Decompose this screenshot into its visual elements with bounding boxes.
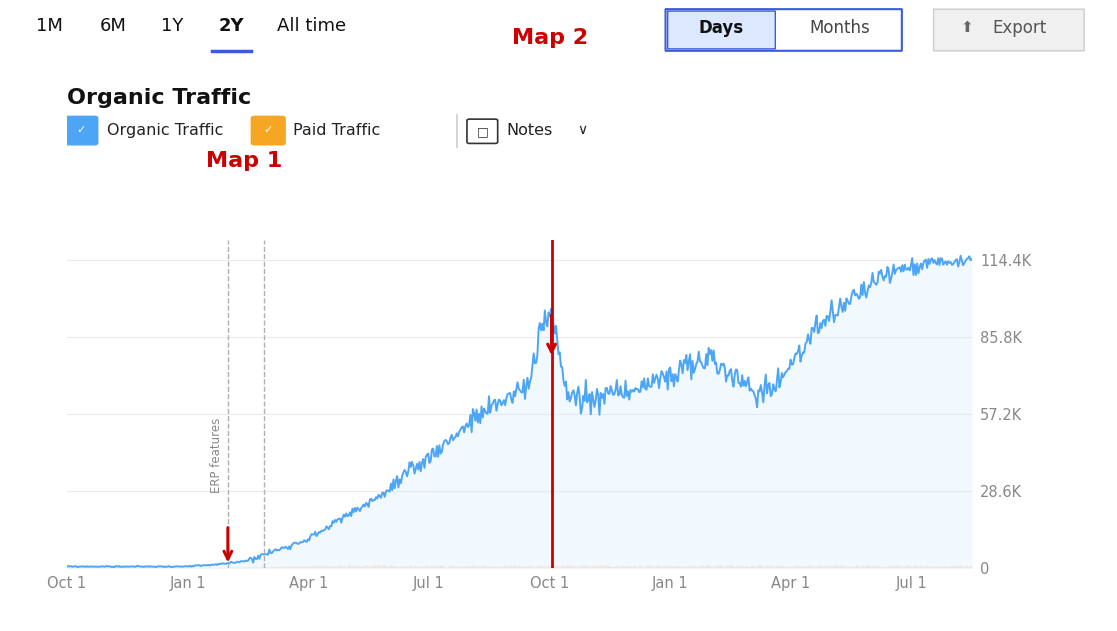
Text: 1M: 1M [36,17,63,35]
FancyBboxPatch shape [668,11,775,49]
Text: Notes: Notes [506,123,553,138]
Text: Organic Traffic: Organic Traffic [107,123,223,138]
Text: ERP features: ERP features [210,417,223,493]
Text: □: □ [477,125,488,138]
Text: ✓: ✓ [264,125,273,135]
Text: ✓: ✓ [76,125,86,135]
FancyBboxPatch shape [251,116,285,144]
Text: ∨: ∨ [577,123,588,137]
Text: 2Y: 2Y [219,17,245,35]
Text: Export: Export [993,18,1047,37]
Text: 1Y: 1Y [161,17,183,35]
FancyBboxPatch shape [64,116,98,144]
Text: All time: All time [277,17,346,35]
FancyBboxPatch shape [666,9,901,50]
Text: Months: Months [809,18,870,37]
Text: Days: Days [699,18,744,37]
FancyBboxPatch shape [934,9,1085,50]
Text: 6M: 6M [101,17,127,35]
Text: ⬆: ⬆ [961,20,973,35]
Text: Organic Traffic: Organic Traffic [67,88,251,108]
FancyBboxPatch shape [467,119,498,143]
Text: Paid Traffic: Paid Traffic [293,123,381,138]
Text: Map 1: Map 1 [206,151,281,171]
Text: Map 2: Map 2 [513,28,589,48]
